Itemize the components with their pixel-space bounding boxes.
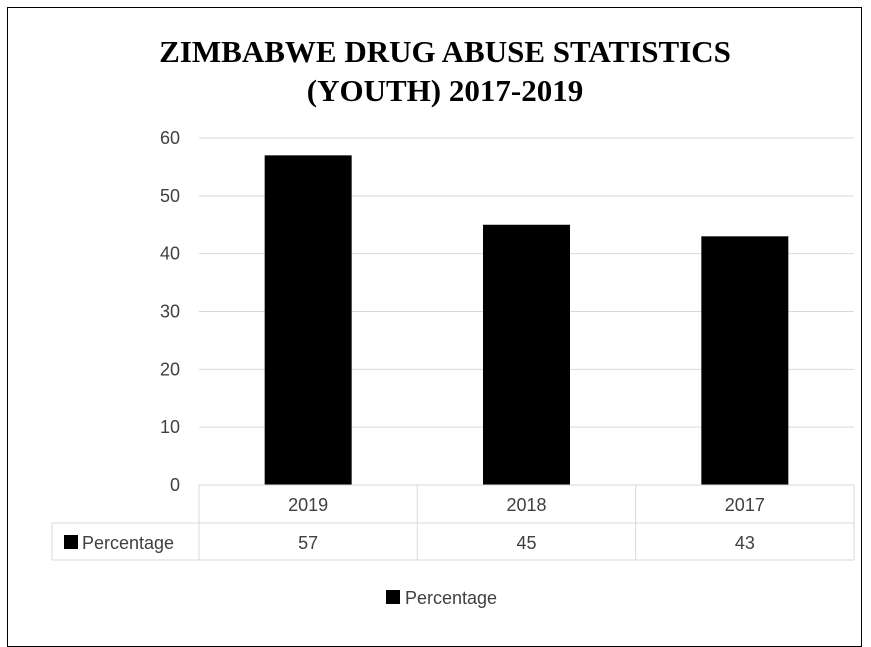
y-tick-label: 60 — [160, 128, 180, 148]
data-table: 2019 2018 2017 Percentage 57 45 43 — [51, 484, 855, 561]
y-tick-label: 0 — [170, 475, 180, 495]
y-tick-label: 20 — [160, 359, 180, 379]
bar — [264, 155, 352, 485]
category-label: 2017 — [725, 495, 765, 515]
bar — [701, 236, 789, 485]
bar-chart: ZIMBABWE DRUG ABUSE STATISTICS (YOUTH) 2… — [51, 34, 855, 608]
legend-label: Percentage — [405, 588, 497, 608]
chart-title-line-1: ZIMBABWE DRUG ABUSE STATISTICS — [159, 34, 731, 69]
category-label: 2019 — [288, 495, 328, 515]
y-tick-label: 30 — [160, 302, 180, 322]
value-cell: 45 — [516, 533, 536, 553]
value-cell: 57 — [298, 533, 318, 553]
legend-swatch — [386, 590, 400, 604]
value-cell: 43 — [735, 533, 755, 553]
chart-title-line-2: (YOUTH) 2017-2019 — [307, 73, 583, 108]
bars — [264, 155, 789, 485]
category-label: 2018 — [506, 495, 546, 515]
y-tick-label: 50 — [160, 186, 180, 206]
bar — [483, 224, 570, 485]
y-tick-label: 10 — [160, 417, 180, 437]
legend: Percentage — [386, 588, 497, 608]
table-legend-key — [64, 535, 78, 549]
y-axis-ticks: 0 10 20 30 40 50 60 — [160, 128, 180, 495]
y-tick-label: 40 — [160, 244, 180, 264]
series-label: Percentage — [82, 533, 174, 553]
